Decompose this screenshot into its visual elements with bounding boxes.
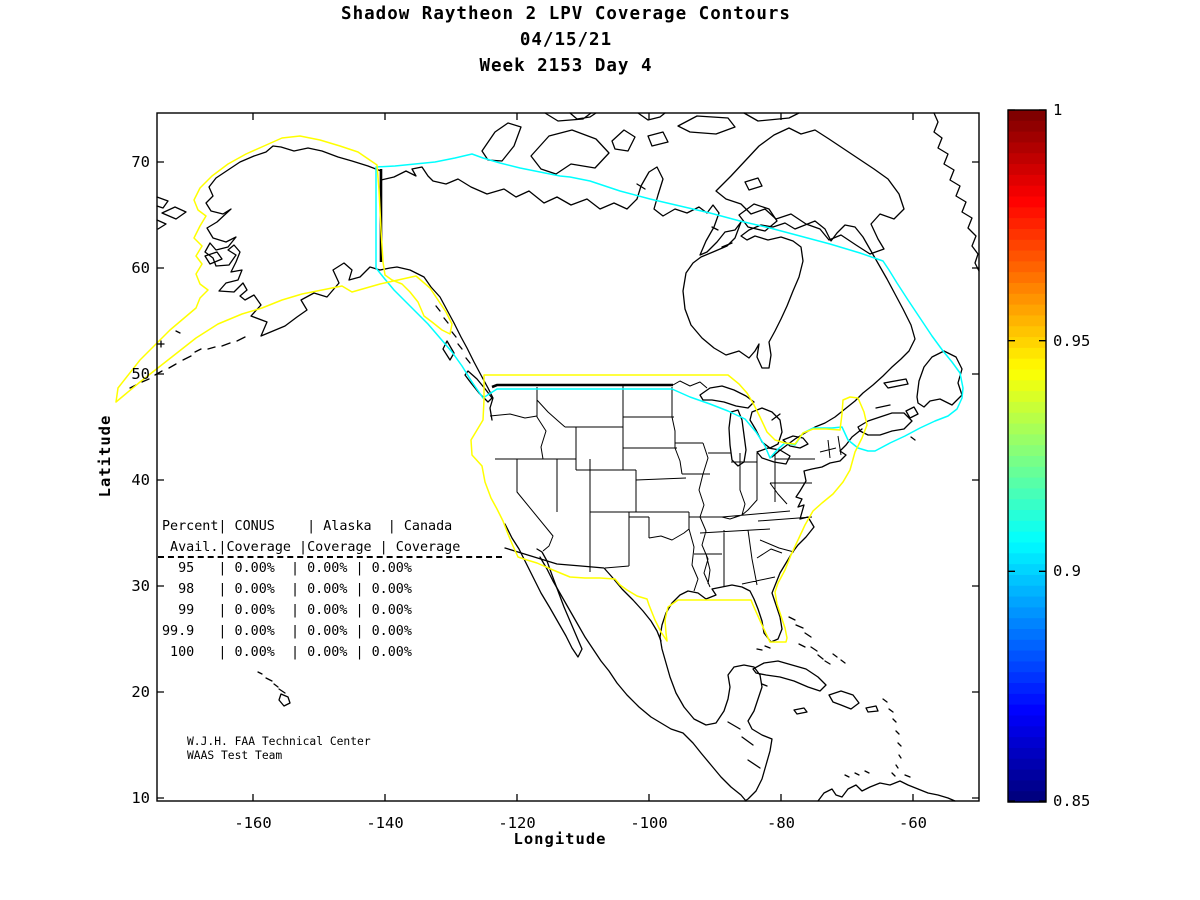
axis-tick-marks: [157, 113, 979, 801]
coastline-paths: [129, 112, 980, 802]
y-tick-20: 20: [131, 683, 150, 701]
plot-title: Shadow Raytheon 2 LPV Coverage Contours: [341, 4, 791, 24]
colorbar-tick-095: 0.95: [1053, 332, 1091, 350]
x-tick--100: -100: [630, 814, 668, 832]
x-axis-title: Longitude: [513, 830, 607, 848]
y-tick-30: 30: [131, 577, 150, 595]
x-tick--80: -80: [767, 814, 795, 832]
colorbar-tick-085: 0.85: [1053, 792, 1091, 810]
national-border-paths: [379, 169, 708, 389]
y-axis-title: Latitude: [96, 414, 114, 498]
coverage-table-header-2: Avail.|Coverage |Coverage | Coverage: [162, 540, 461, 555]
coverage-table-row-98: 98 | 0.00% | 0.00% | 0.00%: [162, 582, 412, 597]
coverage-table-row-999: 99.9 | 0.00% | 0.00% | 0.00%: [162, 624, 412, 639]
state-border-paths: [489, 385, 842, 592]
colorbar-tick-marks: [1008, 109, 1046, 802]
plot-subtitle-week: Week 2153 Day 4: [479, 56, 653, 76]
yellow-contour: [115, 135, 868, 643]
credit-line-1: W.J.H. FAA Technical Center: [187, 735, 371, 748]
colorbar-frame: [1007, 109, 1047, 803]
plot-frame: [156, 112, 980, 802]
y-tick-60: 60: [131, 259, 150, 277]
y-tick-40: 40: [131, 471, 150, 489]
y-tick-10: 10: [131, 789, 150, 807]
colorbar-gradient: [1008, 110, 1046, 803]
x-tick--160: -160: [234, 814, 272, 832]
coverage-table-row-99: 99 | 0.00% | 0.00% | 0.00%: [162, 603, 412, 618]
y-tick-70: 70: [131, 153, 150, 171]
cyan-contour: [375, 153, 964, 459]
coverage-table-row-100: 100 | 0.00% | 0.00% | 0.00%: [162, 645, 412, 660]
x-tick--140: -140: [366, 814, 404, 832]
coverage-table-header-1: Percent| CONUS | Alaska | Canada: [162, 519, 453, 534]
x-tick--60: -60: [899, 814, 927, 832]
colorbar-tick-09: 0.9: [1053, 562, 1081, 580]
credit-line-2: WAAS Test Team: [187, 749, 283, 762]
plot-subtitle-date: 04/15/21: [519, 30, 613, 50]
coverage-table-separator: [158, 556, 502, 558]
coverage-table-row-95: 95 | 0.00% | 0.00% | 0.00%: [162, 561, 412, 576]
colorbar-tick-1: 1: [1053, 101, 1063, 119]
y-tick-50: 50: [131, 365, 150, 383]
x-tick--120: -120: [498, 814, 536, 832]
